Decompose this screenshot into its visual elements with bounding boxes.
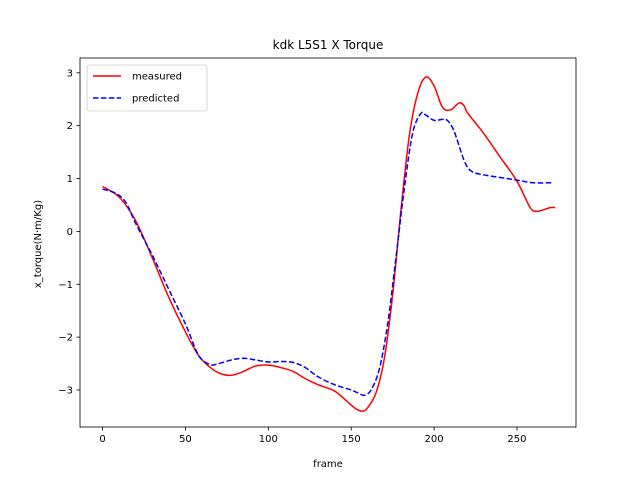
- y-tick-label: −1: [58, 280, 73, 291]
- y-tick-label: −3: [58, 385, 73, 396]
- x-tick-label: 200: [425, 434, 444, 445]
- y-axis-label: x_torque(N·m/Kg): [33, 200, 44, 288]
- y-tick-label: 2: [67, 121, 73, 132]
- x-tick-label: 150: [342, 434, 361, 445]
- x-tick-label: 0: [99, 434, 105, 445]
- y-tick-label: 3: [67, 68, 73, 79]
- y-tick-label: 0: [67, 227, 73, 238]
- x-axis-label: frame: [313, 459, 343, 470]
- x-tick-label: 50: [179, 434, 192, 445]
- y-tick-label: −2: [58, 333, 73, 344]
- x-tick-label: 100: [259, 434, 278, 445]
- chart-title: kdk L5S1 X Torque: [273, 38, 384, 52]
- legend: measured predicted: [87, 65, 207, 111]
- legend-label-measured: measured: [132, 72, 182, 83]
- x-tick-label: 250: [507, 434, 526, 445]
- legend-label-predicted: predicted: [132, 94, 179, 105]
- y-tick-label: 1: [67, 174, 73, 185]
